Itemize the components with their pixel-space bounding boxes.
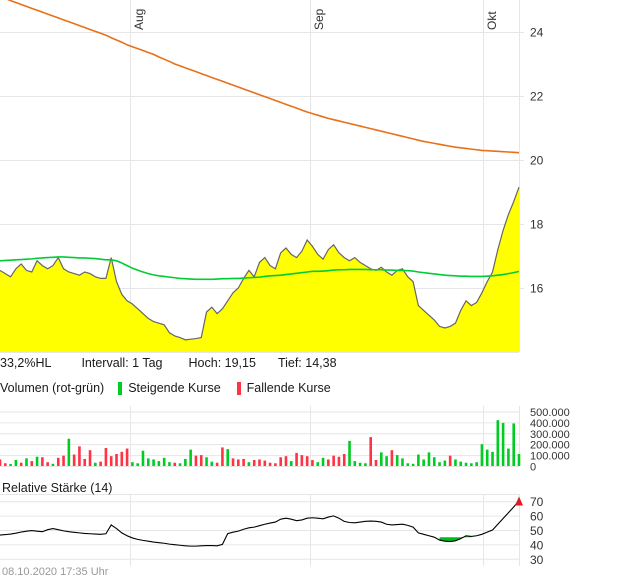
month-axis-labels: Aug Sep Okt xyxy=(132,8,499,30)
svg-text:60: 60 xyxy=(530,510,544,524)
price-axis-labels: 24 22 20 18 16 xyxy=(519,26,544,296)
hl-percent-value: 33,2%HL xyxy=(0,356,52,370)
volume-gridlines xyxy=(0,406,520,467)
svg-text:40: 40 xyxy=(530,538,544,552)
svg-text:22: 22 xyxy=(530,90,544,104)
legend-item-falling: Fallende Kurse xyxy=(236,381,331,395)
svg-text:100.000: 100.000 xyxy=(530,451,570,463)
rsi-gridlines xyxy=(0,494,520,566)
svg-text:200.000: 200.000 xyxy=(530,440,570,452)
rsi-line-series xyxy=(0,500,520,547)
svg-text:300.000: 300.000 xyxy=(530,429,570,441)
rsi-panel-title: Relative Stärke (14) xyxy=(2,481,113,495)
legend-item-rising: Steigende Kurse xyxy=(118,381,221,395)
svg-text:Okt: Okt xyxy=(485,11,499,30)
high-value: Hoch: 19,15 xyxy=(188,356,256,370)
volume-legend-title: Volumen (rot-grün) xyxy=(0,381,105,395)
svg-text:24: 24 xyxy=(530,26,544,40)
price-area-series xyxy=(0,186,520,352)
rsi-end-marker-icon xyxy=(515,496,523,506)
svg-text:18: 18 xyxy=(530,218,544,232)
svg-text:16: 16 xyxy=(530,282,544,296)
svg-text:70: 70 xyxy=(530,495,544,509)
interval-value: Intervall: 1 Tag xyxy=(81,356,163,370)
low-value: Tief: 14,38 xyxy=(277,356,337,370)
falling-label: Fallende Kurse xyxy=(246,381,331,395)
moving-average-series xyxy=(0,256,520,281)
chart-timestamp: 08.10.2020 17:35 Uhr xyxy=(2,566,109,578)
secondary-line-series xyxy=(7,0,520,154)
falling-color-swatch-icon xyxy=(236,381,241,395)
svg-text:0: 0 xyxy=(530,462,536,474)
price-stats-row: 33,2%HL Intervall: 1 Tag Hoch: 19,15 Tief: … xyxy=(0,356,520,374)
svg-text:500.000: 500.000 xyxy=(530,407,570,419)
svg-text:Aug: Aug xyxy=(132,9,146,30)
rising-color-swatch-icon xyxy=(118,381,123,395)
volume-bars xyxy=(0,420,521,466)
svg-text:20: 20 xyxy=(530,154,544,168)
svg-text:50: 50 xyxy=(530,524,544,538)
rising-label: Steigende Kurse xyxy=(128,381,221,395)
svg-text:400.000: 400.000 xyxy=(530,418,570,430)
svg-text:30: 30 xyxy=(530,553,544,567)
volume-legend: Volumen (rot-grün) Steigende Kurse Falle… xyxy=(0,379,520,397)
svg-text:Sep: Sep xyxy=(312,8,326,30)
